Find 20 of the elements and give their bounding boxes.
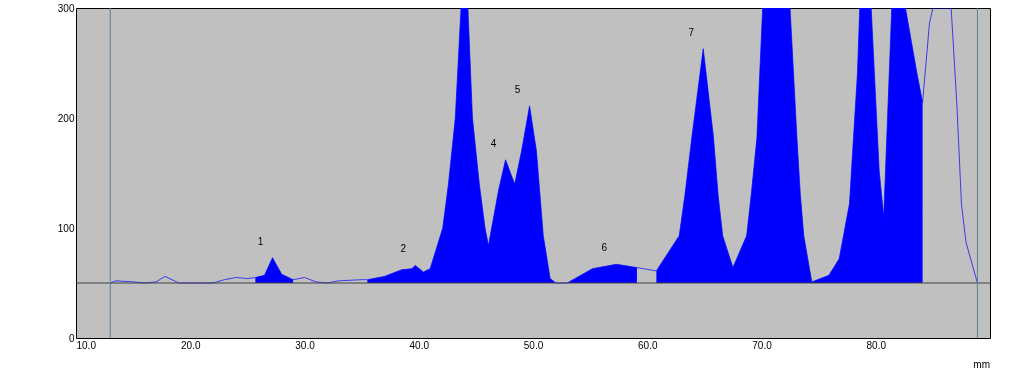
y-tick-label: 100 bbox=[57, 222, 75, 234]
x-tick-label: 30.0 bbox=[295, 339, 316, 351]
annotation: 6 bbox=[601, 242, 608, 254]
y-tick-label: 0 bbox=[68, 332, 75, 344]
x-axis-title: mm bbox=[973, 359, 990, 370]
x-tick-label: 50.0 bbox=[523, 339, 544, 351]
x-tick-label: 40.0 bbox=[409, 339, 430, 351]
x-tick-label: 10.0 bbox=[76, 339, 97, 351]
annotation: 1 bbox=[257, 235, 264, 247]
annotation: 5 bbox=[514, 83, 521, 95]
annotation: 7 bbox=[688, 26, 695, 38]
annotation: 2 bbox=[400, 243, 407, 255]
x-tick-label: 80.0 bbox=[866, 339, 887, 351]
line-series bbox=[109, 8, 978, 284]
y-tick-label: 200 bbox=[57, 112, 75, 124]
x-tick-label: 20.0 bbox=[181, 339, 201, 351]
y-tick-label: 300 bbox=[57, 2, 75, 14]
annotation: 4 bbox=[490, 137, 497, 149]
x-tick-label: 70.0 bbox=[752, 339, 773, 351]
x-tick-label: 60.0 bbox=[638, 339, 658, 351]
